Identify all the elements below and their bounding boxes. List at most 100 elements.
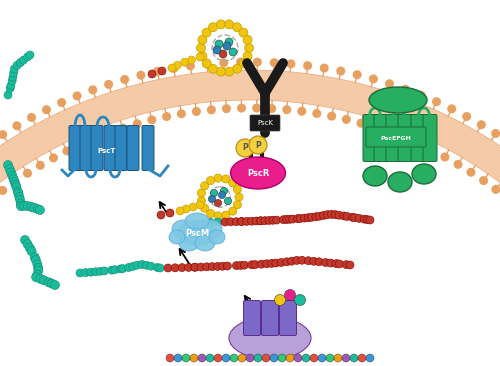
Circle shape [156,264,164,272]
Circle shape [350,214,358,222]
Circle shape [286,354,294,362]
Circle shape [202,263,210,271]
Circle shape [346,261,354,269]
Circle shape [11,180,20,189]
Circle shape [148,115,156,124]
Circle shape [120,75,129,84]
FancyBboxPatch shape [262,300,278,336]
Circle shape [27,247,36,256]
Circle shape [12,183,21,192]
Circle shape [492,185,500,194]
Ellipse shape [172,220,194,238]
Circle shape [15,193,24,201]
Circle shape [92,268,100,276]
Circle shape [180,58,188,66]
FancyBboxPatch shape [69,126,81,171]
Circle shape [206,354,214,362]
Circle shape [147,262,155,270]
Circle shape [220,58,228,67]
Circle shape [293,257,301,264]
Circle shape [174,354,182,362]
Circle shape [304,257,312,265]
Circle shape [14,187,22,196]
Circle shape [324,211,332,219]
Circle shape [200,220,207,228]
Circle shape [4,161,13,169]
Circle shape [334,354,342,362]
Circle shape [32,273,40,282]
Circle shape [20,201,28,210]
Circle shape [303,61,312,70]
Circle shape [182,205,190,213]
FancyBboxPatch shape [80,126,92,171]
Circle shape [197,263,205,271]
Ellipse shape [169,230,185,244]
Polygon shape [0,70,500,343]
Circle shape [262,260,270,268]
Circle shape [200,182,208,190]
Circle shape [72,92,82,100]
Circle shape [282,258,290,266]
Circle shape [348,213,356,221]
Circle shape [491,129,500,138]
Circle shape [282,216,290,224]
Circle shape [236,139,254,157]
Circle shape [9,175,18,183]
Circle shape [20,235,30,244]
Circle shape [366,216,374,224]
Circle shape [100,267,108,275]
Circle shape [25,243,34,252]
Circle shape [128,262,136,270]
FancyBboxPatch shape [244,300,260,336]
Circle shape [202,60,211,68]
Circle shape [198,52,207,61]
Circle shape [49,153,58,163]
Circle shape [184,264,192,272]
Circle shape [268,259,276,268]
Circle shape [358,354,366,362]
Circle shape [27,113,36,122]
Circle shape [214,199,222,206]
Circle shape [310,257,318,265]
Circle shape [200,204,208,212]
Circle shape [198,354,206,362]
Circle shape [224,262,232,270]
Circle shape [265,216,273,224]
Circle shape [10,178,19,186]
Circle shape [326,259,334,267]
Circle shape [466,168,475,177]
Circle shape [336,67,345,76]
Text: PscR: PscR [247,168,269,178]
Circle shape [42,105,51,114]
Circle shape [178,264,186,272]
Circle shape [36,205,44,214]
Circle shape [369,74,378,83]
Circle shape [118,124,128,132]
Text: PscT: PscT [98,148,116,154]
Circle shape [57,98,66,107]
Circle shape [16,195,24,204]
Circle shape [207,105,216,114]
Circle shape [124,264,132,272]
Circle shape [208,23,218,32]
Ellipse shape [179,235,199,251]
Circle shape [87,268,95,276]
Circle shape [256,217,264,225]
Circle shape [248,217,256,225]
Circle shape [153,67,162,76]
Circle shape [282,105,292,114]
Circle shape [118,265,126,273]
Circle shape [228,207,237,215]
Circle shape [254,354,262,362]
Ellipse shape [363,166,387,186]
Circle shape [208,64,218,73]
Circle shape [190,354,198,362]
Circle shape [223,42,231,50]
Circle shape [198,35,207,44]
Text: PscK: PscK [257,120,273,126]
FancyBboxPatch shape [423,115,437,161]
Circle shape [253,57,262,67]
Circle shape [239,28,248,37]
Circle shape [196,201,204,209]
Circle shape [277,258,285,266]
